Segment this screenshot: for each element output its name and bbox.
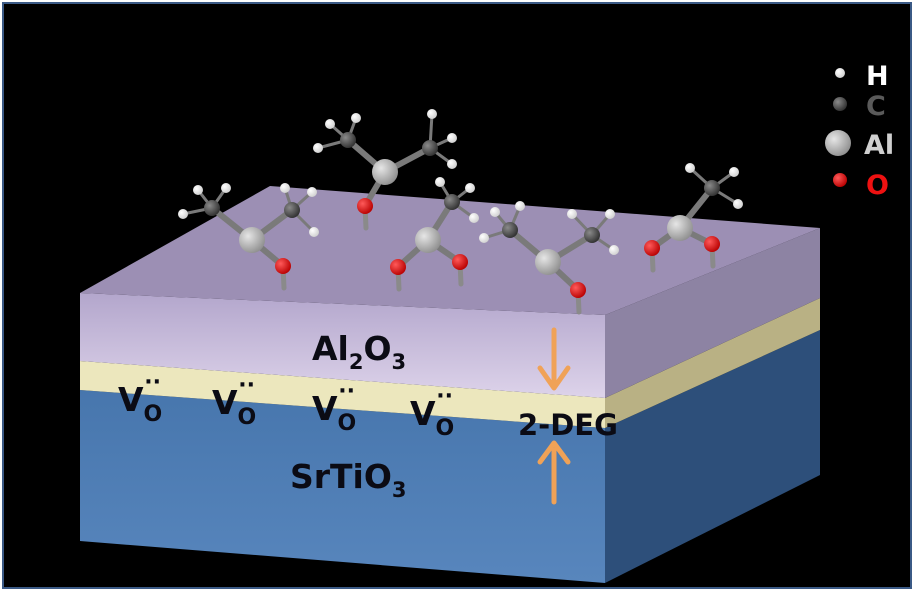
legend-label-h: H	[866, 61, 889, 92]
al2o3-label: Al2O3	[312, 329, 406, 374]
hydrogen-atom	[313, 143, 323, 153]
vacancy-base: V	[118, 380, 144, 419]
hydrogen-atom	[490, 207, 500, 217]
oxygen-atom	[570, 282, 586, 298]
al2o3-label-mid: O	[363, 329, 391, 368]
oxygen-atom	[390, 259, 406, 275]
hydrogen-atom	[447, 133, 457, 143]
hydrogen-atom	[280, 183, 290, 193]
legend-label-al: Al	[864, 130, 894, 161]
srtio3-label: SrTiO3	[290, 457, 407, 502]
oxygen-vacancy-label: VO ··	[312, 379, 356, 436]
up-arrow-icon	[537, 440, 571, 505]
vacancy-base: V	[212, 383, 238, 422]
interface-layer	[80, 298, 820, 428]
aluminum-atom-icon	[825, 130, 851, 156]
srtio3-label-base: SrTiO	[290, 457, 392, 496]
al2o3-label-base: Al	[312, 329, 349, 368]
oxygen-atom	[357, 198, 373, 214]
hydrogen-atom	[309, 227, 319, 237]
hydrogen-atom	[435, 177, 445, 187]
aluminum-atom	[372, 159, 398, 185]
al2o3-side-face	[605, 228, 820, 398]
interface-side-face	[605, 298, 820, 428]
vacancy-sub: O	[338, 411, 357, 436]
carbon-atom-icon	[833, 97, 847, 111]
hydrogen-atom	[427, 109, 437, 119]
hydrogen-atom	[178, 209, 188, 219]
aluminum-atom	[535, 249, 561, 275]
al2o3-label-sub2: 3	[392, 350, 407, 374]
hydrogen-atom	[469, 213, 479, 223]
legend-label-c: C	[866, 91, 886, 122]
carbon-atom	[340, 132, 356, 148]
aluminum-atom	[239, 227, 265, 253]
aluminum-atom	[667, 215, 693, 241]
srtio3-layer	[80, 330, 820, 583]
carbon-atom	[704, 180, 720, 196]
srtio3-side-face	[605, 330, 820, 583]
hydrogen-atom	[609, 245, 619, 255]
oxygen-vacancy-label: VO ··	[212, 373, 256, 430]
oxygen-vacancy-label: VO ··	[410, 384, 454, 441]
vacancy-sup: ··	[338, 379, 355, 404]
2deg-label: 2-DEG	[518, 408, 618, 442]
al2o3-top-face	[80, 186, 820, 315]
vacancy-sub: O	[436, 416, 455, 441]
hydrogen-atom	[515, 201, 525, 211]
al2o3-layer	[80, 186, 820, 398]
vacancy-sup: ··	[436, 384, 453, 409]
hydrogen-atom	[685, 163, 695, 173]
hydrogen-atom	[221, 183, 231, 193]
carbon-atom	[584, 227, 600, 243]
surface-molecules	[178, 109, 743, 315]
interface-front-face	[80, 361, 605, 428]
hydrogen-atom	[733, 199, 743, 209]
oxygen-atom	[704, 236, 720, 252]
vacancy-base: V	[410, 394, 436, 433]
vacancy-sup: ··	[144, 370, 161, 395]
hydrogen-atom	[465, 183, 475, 193]
hydrogen-atom	[193, 185, 203, 195]
al2o3-front-face	[80, 293, 605, 398]
carbon-atom	[204, 200, 220, 216]
carbon-atom	[444, 194, 460, 210]
oxygen-vacancy-label: VO ··	[118, 370, 162, 427]
vacancy-sub: O	[238, 405, 257, 430]
vacancy-base: V	[312, 389, 338, 428]
hydrogen-atom	[729, 167, 739, 177]
oxygen-atom	[644, 240, 660, 256]
carbon-atom	[284, 202, 300, 218]
hydrogen-atom	[479, 233, 489, 243]
hydrogen-atom	[307, 187, 317, 197]
al2o3-label-sub1: 2	[349, 350, 364, 374]
hydrogen-atom	[567, 209, 577, 219]
hydrogen-atom-icon	[835, 68, 845, 78]
aluminum-atom	[415, 227, 441, 253]
hydrogen-atom	[351, 113, 361, 123]
oxygen-vacancy-labels: VO·· VO·· VO·· VO··	[118, 370, 454, 441]
srtio3-front-face	[80, 390, 605, 583]
oxygen-atom-icon	[833, 173, 847, 187]
vacancy-sub: O	[144, 402, 163, 427]
carbon-atom	[422, 140, 438, 156]
oxygen-atom	[275, 258, 291, 274]
srtio3-label-sub: 3	[392, 478, 407, 502]
carbon-atom	[502, 222, 518, 238]
atom-legend: H C Al O	[825, 61, 894, 201]
vacancy-sup: ··	[238, 373, 255, 398]
legend-label-o: O	[866, 170, 889, 201]
hydrogen-atom	[447, 159, 457, 169]
down-arrow-icon	[537, 327, 571, 391]
hydrogen-atom	[325, 119, 335, 129]
hydrogen-atom	[605, 209, 615, 219]
oxygen-atom	[452, 254, 468, 270]
